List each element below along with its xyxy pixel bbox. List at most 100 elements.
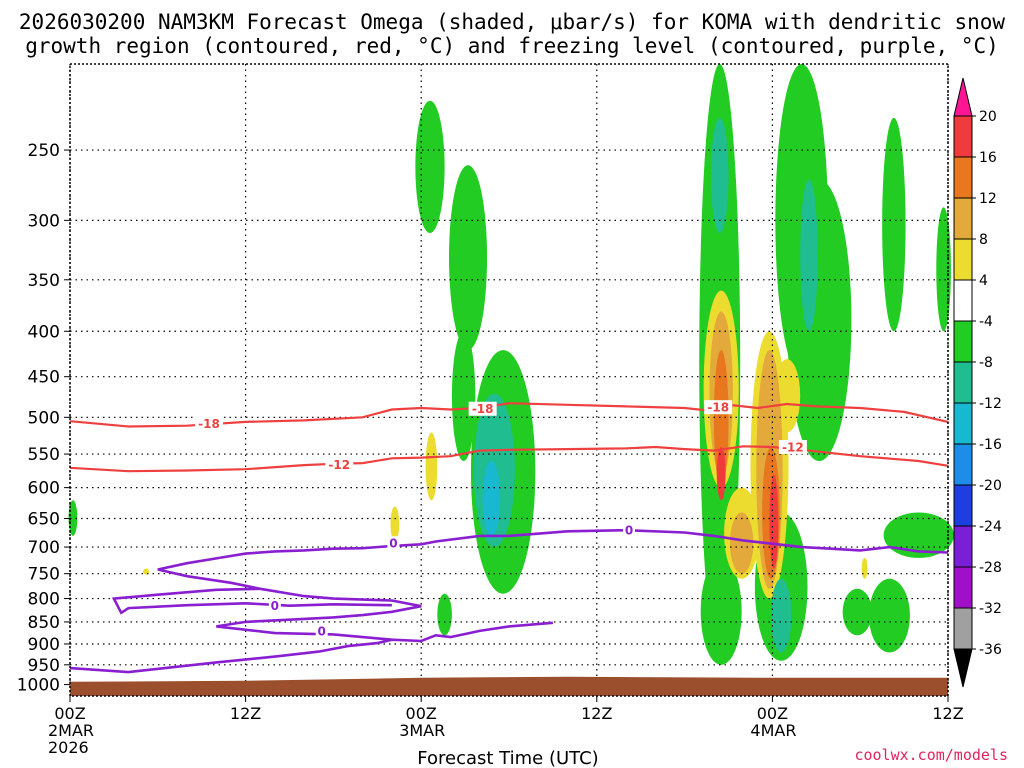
x-tick-label-48: 00Z: [757, 704, 788, 723]
colorbar-label-6: -8: [979, 355, 993, 371]
colorbar: 20 16 12 8 4 -4 -8 -12 -16 -20 -24 -28 -32 -36: [953, 77, 1002, 688]
omega-region-29: [729, 512, 754, 574]
colorbar-label-11: -28: [979, 560, 1002, 576]
y-tick-label-350: 350: [28, 271, 60, 291]
y-tick-label-1000: 1000: [17, 676, 60, 696]
y-tick-label-700: 700: [28, 538, 60, 558]
y-tick-label-850: 850: [28, 613, 60, 633]
colorbar-label-2: 12: [979, 191, 997, 207]
y-axis-ticks: 2503003504004505005506006507007508008509…: [17, 141, 70, 696]
contour-label-bg-5: [387, 536, 400, 551]
colorbar-bottom-arrow: [953, 648, 973, 688]
plot-border: [69, 63, 949, 697]
y-tick-label-250: 250: [28, 141, 60, 161]
contour-label-bg-6: [622, 523, 635, 538]
x-axis-title: Forecast Time (UTC): [417, 748, 598, 768]
terrain-area: [70, 676, 948, 696]
omega-region-31: [482, 461, 501, 536]
colorbar-label-12: -32: [979, 601, 1002, 617]
colorbar-label-5: -4: [979, 314, 993, 330]
contour-label-bg-0: [195, 416, 224, 431]
contour-label-3: -12: [328, 458, 350, 472]
contour-label-bg-3: [325, 457, 354, 472]
colorbar-segment-11: [953, 525, 973, 568]
omega-region-35: [769, 474, 779, 569]
omega-region-1: [449, 165, 488, 351]
y-tick-label-750: 750: [28, 565, 60, 585]
contour-label-4: -12: [782, 440, 804, 454]
colorbar-label-13: -36: [979, 642, 1002, 658]
y-tick-label-550: 550: [28, 445, 60, 465]
colorbar-label-4: 4: [979, 273, 988, 289]
colorbar-segment-10: [953, 484, 973, 527]
x-tick-label-60: 12Z: [932, 704, 963, 723]
x-tick-label-36: 12Z: [581, 704, 612, 723]
y-tick-label-900: 900: [28, 635, 60, 655]
omega-region-34: [716, 446, 726, 501]
y-tick-label-650: 650: [28, 509, 60, 529]
omega-shading: [68, 64, 954, 665]
colorbar-label-10: -24: [979, 519, 1002, 535]
chart-title-line2: growth region (contoured, red, °C) and f…: [25, 34, 999, 58]
omega-region-27: [770, 578, 792, 653]
contour-label-bg-7: [268, 598, 281, 613]
colorbar-segment-4: [953, 238, 973, 281]
omega-region-26: [800, 179, 818, 332]
colorbar-segment-3: [953, 197, 973, 240]
omega-region-25: [710, 117, 729, 233]
contour-label-bg-8: [315, 623, 328, 638]
contour-label-6: 0: [625, 524, 633, 538]
contour-label-bg-1: [468, 401, 497, 416]
y-tick-label-500: 500: [28, 408, 60, 428]
contour-label-0: -18: [198, 417, 220, 431]
omega-region-21: [390, 506, 400, 542]
colorbar-segment-12: [953, 566, 973, 609]
x-tick-label-12: 12Z: [230, 704, 261, 723]
colorbar-segment-8: [953, 402, 973, 445]
contour--18: [69, 402, 949, 428]
omega-region-0: [415, 100, 445, 233]
contour-0-part2: [216, 587, 422, 641]
y-tick-label-450: 450: [28, 368, 60, 388]
y-tick-label-950: 950: [28, 656, 60, 676]
x-tick-date-24: 3MAR: [399, 721, 445, 740]
x-tick-date-48: 4MAR: [750, 721, 796, 740]
colorbar-label-1: 16: [979, 150, 997, 166]
y-tick-label-600: 600: [28, 479, 60, 499]
omega-region-3: [451, 331, 476, 462]
colorbar-label-7: -12: [979, 396, 1002, 412]
omega-region-23: [861, 557, 868, 579]
contour-label-8: 0: [318, 624, 326, 638]
colorbar-label-8: -16: [979, 437, 1002, 453]
contour-0: [69, 621, 554, 674]
colorbar-segment-6: [953, 320, 973, 363]
contour-0-part1: [111, 556, 392, 615]
contour-label-bg-4: [778, 439, 807, 454]
colorbar-segment-1: [953, 115, 973, 158]
colorbar-segment-9: [953, 443, 973, 486]
colorbar-segment-2: [953, 156, 973, 199]
colorbar-segment-5: [953, 279, 973, 322]
colorbar-top-arrow: [953, 77, 973, 117]
y-tick-label-400: 400: [28, 322, 60, 342]
contour-label-2: -18: [707, 401, 729, 415]
omega-region-13: [842, 588, 872, 636]
colorbar-label-0: 20: [979, 109, 997, 125]
contour-label-1: -18: [472, 402, 494, 416]
chart-title-line1: 2026030200 NAM3KM Forecast Omega (shaded…: [19, 10, 1006, 34]
x-tick-label-0: 00Z: [54, 704, 85, 723]
omega-region-32: [713, 350, 729, 488]
contour-label-5: 0: [389, 537, 397, 551]
contour-label-bg-2: [704, 400, 733, 415]
omega-region-11: [868, 578, 910, 653]
y-tick-label-300: 300: [28, 211, 60, 231]
x-tick-label-24: 00Z: [406, 704, 437, 723]
y-tick-label-800: 800: [28, 590, 60, 610]
colorbar-segment-7: [953, 361, 973, 404]
terrain-fill: [70, 676, 948, 696]
omega-region-10: [936, 207, 951, 332]
omega-region-14: [437, 593, 452, 636]
colorbar-label-9: -20: [979, 478, 1002, 494]
